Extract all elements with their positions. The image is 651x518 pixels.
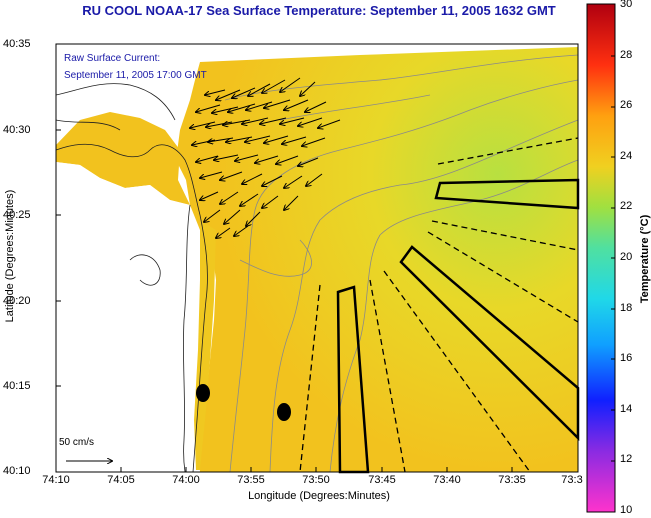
x-tick-label: 74:10 [42,474,70,486]
x-tick-label: 74:00 [172,474,200,486]
colorbar [586,3,616,513]
land-new-jersey [56,162,198,472]
x-tick-label: 73:35 [498,474,526,486]
y-axis-label: Latitude (Degrees:Minutes) [4,189,16,323]
sst-coastal-patch [56,112,190,205]
plot-frame [55,43,579,473]
colorbar-label: Temperature (°C) [639,214,651,304]
colorbar-ticks [611,55,615,462]
y-tick-label: 40:35 [3,38,31,50]
x-tick-label: 73:50 [302,474,330,486]
y-tick-label: 40:20 [3,295,31,307]
colorbar-tick-label: 22 [620,200,633,212]
colorbar-tick-label: 28 [620,49,633,61]
x-tick-label: 73:45 [368,474,396,486]
x-tick-label: 74:05 [107,474,135,486]
colorbar-tick-label: 30 [620,0,633,10]
sst-nearshore [194,220,216,470]
x-axis-label: Longitude (Degrees:Minutes) [248,490,390,502]
current-timestamp: September 11, 2005 17:00 GMT [64,70,207,81]
axis-ticks [55,43,513,472]
y-tick-label: 40:15 [3,380,31,392]
scale-label: 50 cm/s [59,437,95,448]
y-tick-label: 40:30 [3,124,31,136]
colorbar-tick-label: 18 [620,302,633,314]
colorbar-tick-label: 10 [620,504,633,516]
colorbar-tick-label: 24 [620,150,633,162]
map-title: RU COOL NOAA-17 Sea Surface Temperature:… [82,3,556,18]
colorbar-tick-label: 20 [620,251,633,263]
colorbar-tick-label: 12 [620,453,633,465]
colorbar-tick-label: 14 [620,403,633,415]
current-label: Raw Surface Current: [64,53,161,64]
x-tick-label: 73:55 [237,474,265,486]
sst-field [176,47,578,472]
current-vectors [190,77,341,238]
station-marker [277,403,291,421]
colorbar-tick-label: 26 [620,99,633,111]
station-marker [196,384,210,402]
y-tick-label: 40:25 [3,209,31,221]
colorbar-tick-label: 16 [620,352,633,364]
coastline [55,83,208,473]
y-tick-label: 40:10 [3,465,31,477]
x-tick-label: 73:3 [561,474,583,486]
dashed-transects [299,137,579,473]
x-tick-label: 73:40 [433,474,461,486]
